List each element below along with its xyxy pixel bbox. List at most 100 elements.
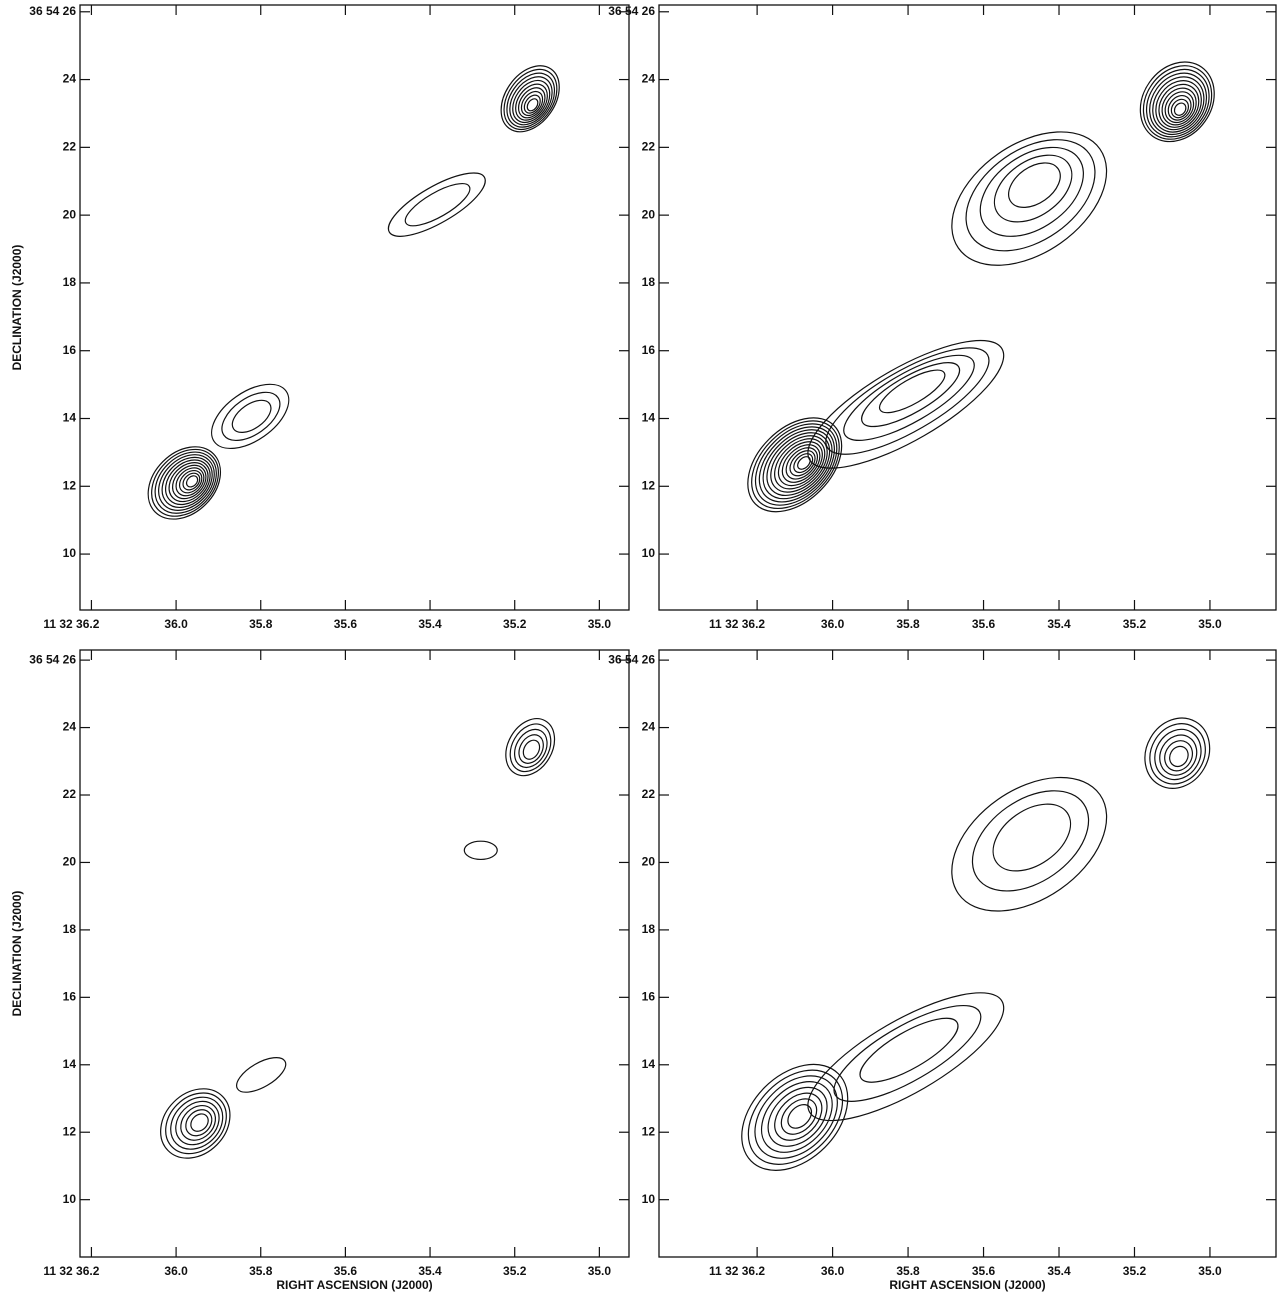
contour bbox=[777, 441, 823, 487]
x-axis-label: RIGHT ASCENSION (J2000) bbox=[276, 1278, 432, 1292]
contour bbox=[517, 87, 546, 119]
contour bbox=[175, 467, 205, 497]
contour bbox=[1161, 87, 1197, 126]
y-tick-label: 18 bbox=[63, 922, 77, 936]
contour bbox=[993, 154, 1073, 223]
x-tick-label: 35.4 bbox=[1047, 1264, 1071, 1278]
contour bbox=[971, 790, 1090, 892]
contour bbox=[185, 1109, 213, 1137]
x-tick-label: 35.8 bbox=[896, 617, 920, 631]
contour bbox=[1152, 76, 1205, 133]
y-tick-label: 16 bbox=[642, 343, 656, 357]
contour bbox=[171, 464, 207, 500]
x-tick-label: 11 32 36.2 bbox=[43, 617, 99, 631]
y-tick-label: 16 bbox=[63, 990, 77, 1004]
contour bbox=[404, 183, 471, 227]
contour bbox=[182, 472, 201, 491]
contour bbox=[221, 391, 281, 442]
contour bbox=[170, 1096, 224, 1150]
x-tick-label: 36.0 bbox=[164, 1264, 188, 1278]
contour bbox=[1170, 98, 1190, 119]
x-tick-label: 36.0 bbox=[821, 617, 845, 631]
contour bbox=[780, 1098, 818, 1135]
contour bbox=[158, 454, 215, 511]
x-tick-label: 35.2 bbox=[1123, 1264, 1147, 1278]
contour bbox=[951, 131, 1108, 266]
contour bbox=[520, 90, 544, 117]
contour bbox=[992, 803, 1072, 872]
y-axis-label: DECLINATION (J2000) bbox=[10, 891, 24, 1017]
contour bbox=[747, 1069, 844, 1165]
x-tick-label: 35.6 bbox=[334, 1264, 358, 1278]
contour bbox=[185, 475, 199, 488]
contour bbox=[505, 718, 556, 777]
x-tick-label: 35.4 bbox=[1047, 617, 1071, 631]
contour bbox=[518, 734, 544, 764]
contour bbox=[1144, 717, 1211, 789]
contour bbox=[781, 444, 821, 483]
contour bbox=[509, 76, 553, 126]
y-tick-label: 14 bbox=[642, 411, 656, 425]
contour bbox=[178, 469, 203, 494]
contour bbox=[951, 776, 1108, 912]
contour bbox=[774, 438, 826, 490]
contour bbox=[789, 450, 816, 477]
plot-frame bbox=[79, 649, 630, 1258]
y-tick-label: 10 bbox=[642, 546, 656, 560]
contour bbox=[861, 362, 961, 428]
contour bbox=[785, 447, 819, 480]
contour bbox=[506, 72, 556, 128]
x-tick-label: 11 32 36.2 bbox=[709, 1264, 765, 1278]
contour bbox=[754, 423, 838, 506]
y-tick-label: 12 bbox=[63, 1124, 77, 1138]
x-tick-label: 35.0 bbox=[1198, 617, 1222, 631]
plot-frame bbox=[658, 4, 1277, 611]
contour bbox=[787, 1104, 813, 1129]
contour bbox=[760, 1081, 833, 1153]
contour bbox=[766, 432, 831, 496]
contour bbox=[180, 1104, 217, 1141]
contour bbox=[793, 453, 814, 474]
contour bbox=[878, 369, 946, 414]
y-tick-label: 20 bbox=[642, 855, 656, 869]
contour bbox=[1167, 95, 1192, 121]
y-tick-label: 16 bbox=[63, 343, 77, 357]
y-tick-label: 22 bbox=[642, 140, 656, 154]
contour bbox=[1155, 80, 1202, 131]
contour bbox=[236, 1057, 287, 1093]
plot-frame bbox=[79, 4, 630, 611]
contour bbox=[770, 435, 828, 493]
y-tick-label: 20 bbox=[63, 207, 77, 221]
x-tick-label: 35.6 bbox=[972, 1264, 996, 1278]
panel: 11 32 36.2 36.0 35.8 35.6 35.4 35.2 35.0 36 54 … bbox=[608, 649, 1277, 1292]
contour bbox=[1158, 83, 1200, 128]
x-tick-label: 35.0 bbox=[1198, 1264, 1222, 1278]
contour bbox=[965, 139, 1096, 252]
x-tick-label: 11 32 36.2 bbox=[43, 1264, 99, 1278]
y-tick-label: 10 bbox=[63, 1192, 77, 1206]
y-tick-label: 20 bbox=[642, 207, 656, 221]
y-tick-label: 14 bbox=[63, 411, 77, 425]
contour bbox=[774, 1092, 823, 1141]
x-tick-label: 35.6 bbox=[972, 617, 996, 631]
x-tick-label: 35.0 bbox=[588, 617, 612, 631]
y-tick-label: 24 bbox=[63, 720, 77, 734]
contour bbox=[807, 992, 1005, 1122]
contour bbox=[168, 462, 209, 503]
contour bbox=[751, 420, 840, 510]
contour bbox=[515, 83, 548, 121]
y-tick-label: 22 bbox=[63, 787, 77, 801]
y-tick-label: 22 bbox=[642, 787, 656, 801]
contour bbox=[979, 146, 1084, 237]
panel: 11 32 36.2 36.0 35.8 35.6 35.4 35.2 35.0 36 54 … bbox=[10, 649, 630, 1292]
y-tick-label: 36 54 26 bbox=[608, 652, 655, 666]
x-tick-label: 11 32 36.2 bbox=[709, 617, 765, 631]
contour bbox=[1164, 91, 1195, 124]
x-tick-label: 35.8 bbox=[896, 1264, 920, 1278]
y-tick-label: 36 54 26 bbox=[29, 652, 76, 666]
y-tick-label: 20 bbox=[63, 855, 77, 869]
contour bbox=[1154, 728, 1202, 781]
contour bbox=[190, 1113, 209, 1132]
contour bbox=[807, 339, 1005, 469]
